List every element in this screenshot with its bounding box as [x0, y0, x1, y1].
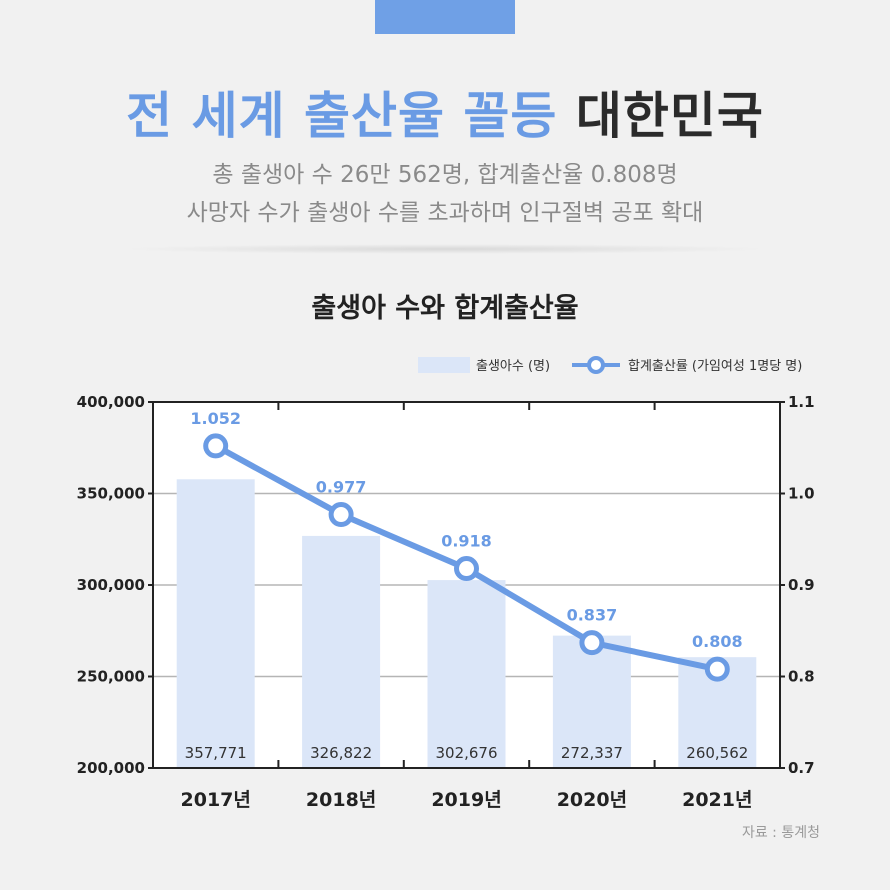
headline-highlight: 전 세계 출산율 꼴등 [126, 87, 558, 145]
subtitle-line-2: 사망자 수가 출생아 수를 초과하며 인구절벽 공포 확대 [186, 200, 704, 226]
rate-value-label: 0.977 [316, 478, 367, 497]
rate-point [454, 556, 479, 582]
rate-point [328, 502, 354, 528]
source-note: 자료 : 통계청 [741, 825, 820, 841]
y-right-tick-label: 1.1 [788, 393, 815, 411]
y-left-tick-label: 400,000 [77, 393, 145, 411]
y-right-tick-label: 1.0 [788, 485, 815, 503]
rate-point [579, 630, 605, 656]
bar [552, 635, 631, 768]
x-tick-label: 2017년 [181, 789, 251, 811]
top-accent-tab [375, 0, 515, 34]
x-tick-label: 2018년 [306, 789, 376, 811]
y-left-tick-label: 200,000 [77, 759, 145, 777]
y-right-tick-label: 0.9 [788, 576, 815, 594]
headline-country: 대한민국 [575, 87, 764, 145]
rate-point [203, 433, 229, 459]
x-tick-label: 2020년 [557, 789, 627, 811]
y-right-tick-label: 0.8 [788, 668, 815, 686]
bar-value-label: 326,822 [310, 744, 372, 762]
legend-line-label: 합계출산률 (가임여성 1명당 명) [628, 359, 802, 374]
legend-line-marker [587, 356, 605, 374]
bar-value-label: 302,676 [435, 744, 497, 762]
bar-value-label: 357,771 [185, 744, 247, 762]
bar [176, 479, 255, 768]
rate-value-label: 0.837 [567, 606, 618, 625]
chart-title: 출생아 수와 합계출산율 [311, 293, 579, 324]
rate-value-label: 0.918 [441, 532, 492, 551]
y-left-tick-label: 350,000 [77, 485, 145, 503]
legend-bar-swatch [418, 357, 470, 373]
y-right-tick-label: 0.7 [788, 759, 815, 777]
legend-bar-label: 출생아수 (명) [476, 359, 550, 374]
bar-value-label: 260,562 [686, 744, 748, 762]
subtitle-line-1: 총 출생아 수 26만 562명, 합계출산율 0.808명 [212, 162, 678, 188]
x-tick-label: 2019년 [431, 789, 501, 811]
y-left-tick-label: 250,000 [77, 668, 145, 686]
rate-value-label: 1.052 [190, 409, 241, 428]
rate-point [704, 656, 730, 682]
bar-value-label: 272,337 [561, 744, 623, 762]
rate-value-label: 0.808 [692, 632, 743, 651]
bar [427, 580, 506, 768]
y-left-tick-label: 300,000 [77, 576, 145, 594]
subtitle: 총 출생아 수 26만 562명, 합계출산율 0.808명 사망자 수가 출생… [0, 156, 890, 232]
x-tick-label: 2021년 [682, 789, 752, 811]
bar [302, 535, 381, 768]
divider-shadow [120, 244, 770, 254]
headline: 전 세계 출산율 꼴등 대한민국 [0, 76, 890, 148]
